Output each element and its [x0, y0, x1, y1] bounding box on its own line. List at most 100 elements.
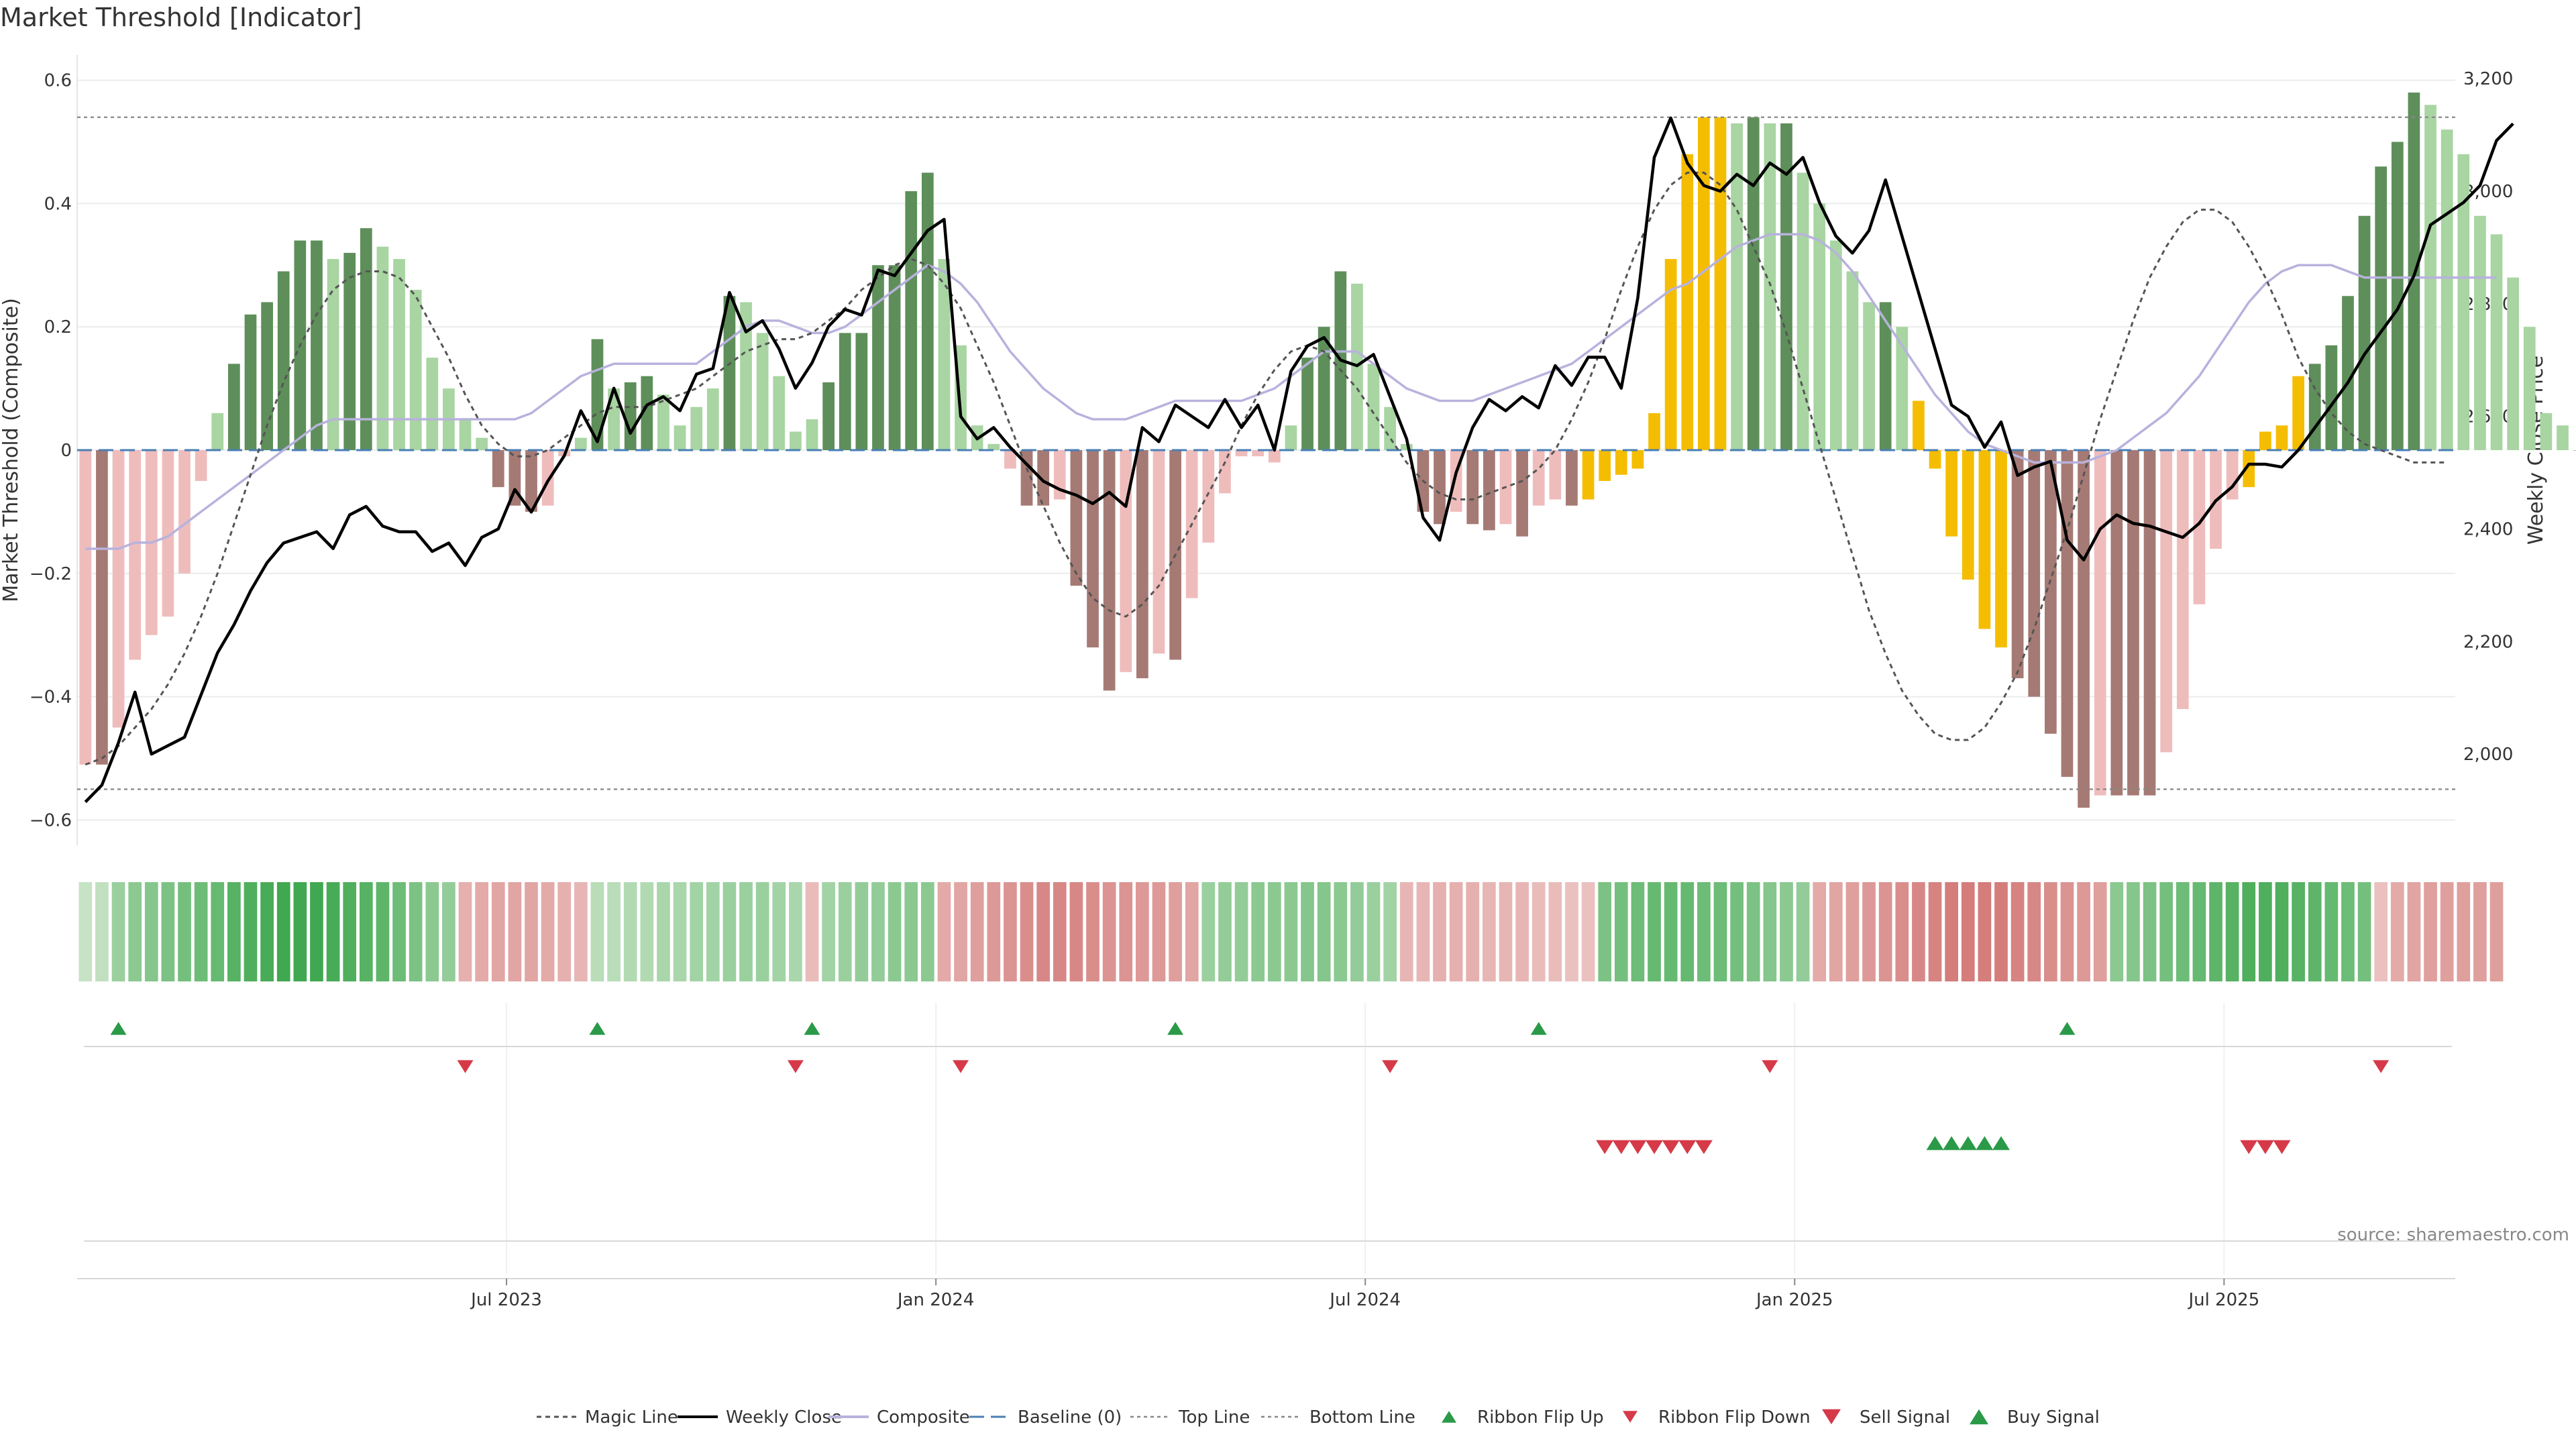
ribbon-cell [1102, 882, 1116, 981]
composite-bar [2474, 215, 2486, 450]
ribbon-cell [2027, 882, 2041, 981]
legend-sell-swatch [1822, 1409, 1841, 1425]
ribbon-cell [2424, 882, 2437, 981]
ribbon-cell [376, 882, 390, 981]
ribbon-cell [1185, 882, 1199, 981]
ribbon-cell [1994, 882, 2008, 981]
composite-bar [773, 376, 786, 450]
ribbon-cell [623, 882, 637, 981]
ribbon-flip-up-marker [589, 1022, 606, 1035]
ribbon-cell [2127, 882, 2140, 981]
ribbon-cell [1466, 882, 1480, 981]
composite-bar [641, 376, 653, 450]
ribbon-cell [343, 882, 357, 981]
composite-bar [2308, 364, 2321, 450]
ribbon-cell [409, 882, 423, 981]
ribbon-cell [1532, 882, 1546, 981]
composite-bar [987, 443, 1000, 450]
ribbon-cell [2390, 882, 2404, 981]
composite-bar [1913, 400, 1925, 450]
composite-bar [2094, 450, 2106, 796]
ribbon-flip-down-marker [787, 1060, 804, 1073]
ribbon-cell [1218, 882, 1232, 981]
composite-bar [872, 265, 884, 450]
ribbon-cell [2077, 882, 2090, 981]
ribbon-cell [2308, 882, 2322, 981]
y-tick-label: 0 [60, 441, 72, 461]
ribbon-flip-down-marker [457, 1060, 474, 1073]
ribbon-cell [888, 882, 902, 981]
composite-bar [756, 333, 769, 450]
legend-entry-label: Baseline (0) [1018, 1407, 1122, 1428]
composite-bar [541, 450, 554, 506]
ribbon-cell [1416, 882, 1430, 981]
legend-entry-label: Ribbon Flip Down [1658, 1407, 1811, 1428]
x-tick-label: Jan 2024 [896, 1290, 975, 1310]
composite-bar [2243, 450, 2255, 488]
composite-bar [1087, 450, 1099, 648]
ribbon-cell [1053, 882, 1067, 981]
composite-bar [1846, 271, 1859, 450]
ribbon-cell [276, 882, 290, 981]
composite-bar [162, 450, 174, 617]
weekly-close-line [84, 116, 2514, 804]
ribbon-cell [1004, 882, 1017, 981]
legend-entry-label: Composite [877, 1407, 970, 1428]
ribbon-cell [1780, 882, 1793, 981]
ribbon-cell [525, 882, 538, 981]
x-tick-label: Jul 2023 [470, 1290, 542, 1310]
composite-bar [1400, 443, 1413, 450]
composite-bar [888, 265, 901, 450]
ribbon-cell [2044, 882, 2057, 981]
legend-entry-label: Bottom Line [1309, 1407, 1415, 1428]
ribbon-cell [2060, 882, 2074, 981]
composite-bar [2440, 129, 2453, 450]
composite-bar [1780, 123, 1792, 450]
ribbon-cell [1119, 882, 1133, 981]
y2-tick-label: 3,000 [2463, 182, 2513, 202]
composite-bar [1219, 450, 1231, 494]
ribbon-cell [2357, 882, 2371, 981]
ribbon-cell [1697, 882, 1711, 981]
composite-bar [1252, 450, 1265, 457]
ribbon-cell [161, 882, 175, 981]
composite-bar [2160, 450, 2173, 753]
ribbon-cell [260, 882, 274, 981]
y-tick-label: 0.2 [44, 317, 72, 337]
ribbon-cell [1169, 882, 1182, 981]
composite-bar [905, 191, 918, 450]
ribbon-cell [2374, 882, 2388, 981]
ribbon-cell [1614, 882, 1628, 981]
composite-bar [2061, 450, 2074, 777]
composite-bar [2143, 450, 2156, 796]
composite-bar [1367, 364, 1380, 450]
ribbon-flip-down-marker [2373, 1060, 2390, 1073]
ribbon-cell [1945, 882, 1958, 981]
legend-entry-label: Sell Signal [1860, 1407, 1950, 1428]
composite-bar [96, 450, 108, 765]
composite-bar [409, 290, 422, 450]
ribbon-cell [1366, 882, 1381, 981]
composite-bar [1268, 450, 1281, 463]
ribbon-cell [739, 882, 753, 981]
sell-signal-marker [2256, 1140, 2274, 1155]
composite-bar [1631, 450, 1644, 469]
ribbon-flip-up-marker [1167, 1022, 1184, 1035]
composite-bar [822, 382, 835, 450]
ribbon-flip-up-marker [110, 1022, 127, 1035]
composite-bar [706, 388, 719, 450]
ribbon-cell [244, 882, 258, 981]
buy-signal-marker [1992, 1136, 2010, 1150]
composite-bar [1681, 154, 1694, 450]
ribbon-cell [557, 882, 572, 981]
y2-tick-label: 3,200 [2463, 69, 2513, 89]
composite-bar [1285, 425, 1297, 450]
composite-bar [228, 364, 240, 450]
ribbon-cell [1069, 882, 1083, 981]
composite-bar [1648, 413, 1660, 450]
composite-bar [1549, 450, 1562, 500]
sell-signal-marker [1596, 1140, 1614, 1155]
y-tick-label: −0.4 [30, 688, 72, 708]
composite-bar [1235, 450, 1248, 457]
composite-bar [1070, 450, 1083, 586]
